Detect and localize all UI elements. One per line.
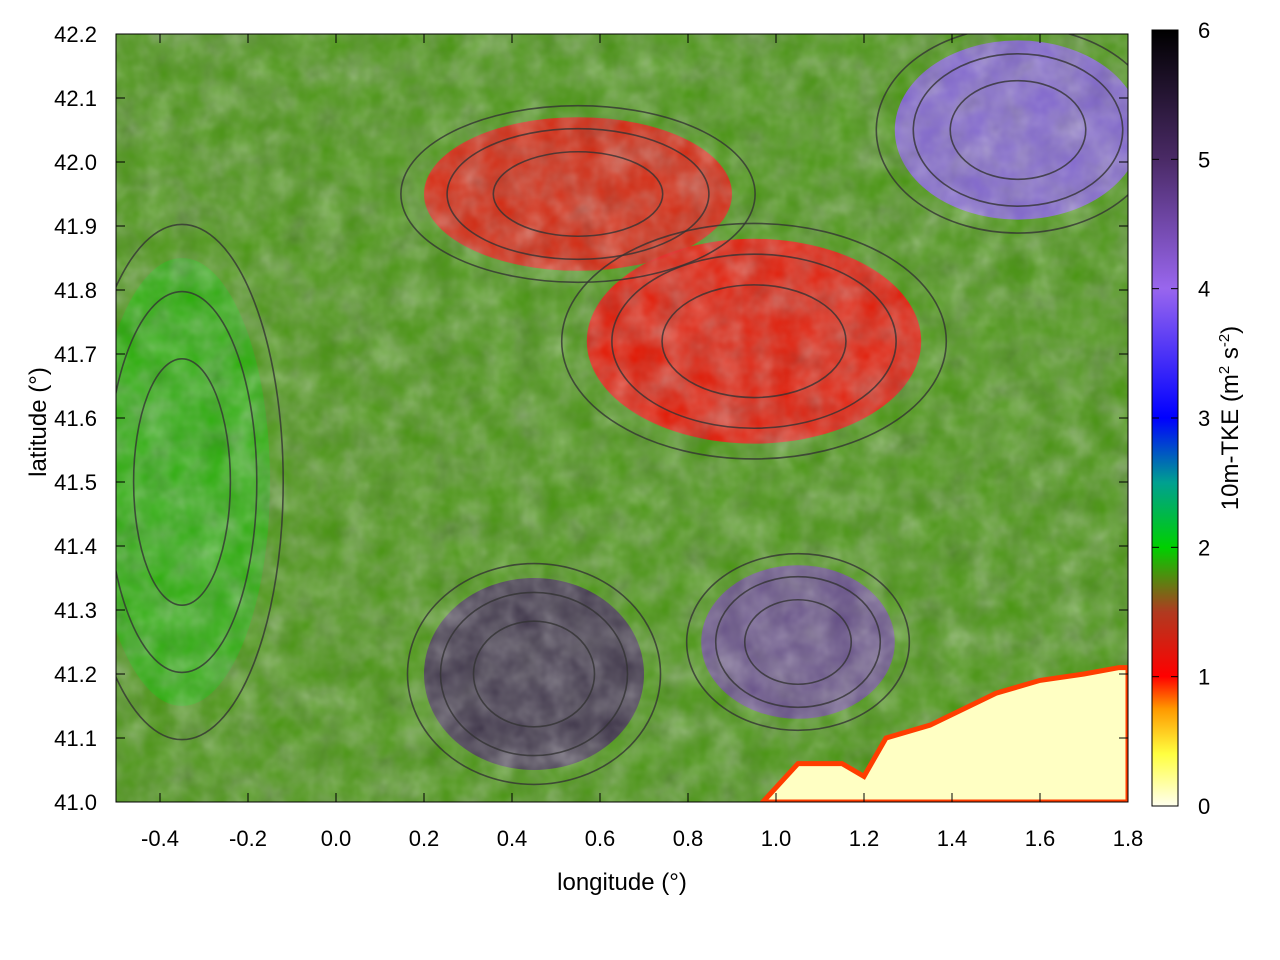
contour-line — [661, 284, 847, 399]
plot-area — [115, 33, 1129, 803]
contour-line — [949, 79, 1087, 181]
contour-line — [472, 620, 596, 728]
y-tick-label: 41.5 — [54, 470, 97, 495]
y-tick-label: 41.3 — [54, 598, 97, 623]
x-axis-label: longitude (°) — [557, 869, 687, 896]
colorbar-tick-label: 2 — [1198, 535, 1210, 560]
colorbar-label-sup1: 2 — [1216, 366, 1233, 374]
contour-line — [116, 223, 284, 741]
colorbar-tick-label: 4 — [1198, 277, 1210, 302]
y-tick-label: 41.2 — [54, 662, 97, 687]
colorbar-tick-label: 6 — [1198, 18, 1210, 43]
y-tick-label: 41.7 — [54, 342, 97, 367]
y-axis-label: latitude (°) — [25, 367, 52, 477]
contour-line — [406, 562, 662, 786]
y-tick-label: 42.0 — [54, 150, 97, 175]
contour-line — [116, 290, 258, 674]
x-tick-label: 1.2 — [849, 826, 880, 851]
colorbar-label-main: 10m-TKE (m — [1217, 374, 1244, 510]
contour-line — [132, 357, 232, 606]
field-texture — [116, 34, 1128, 802]
colorbar-tick-label: 3 — [1198, 406, 1210, 431]
y-tick-label: 42.1 — [54, 86, 97, 111]
y-tick-label: 41.9 — [54, 214, 97, 239]
x-tick-label: -0.2 — [229, 826, 267, 851]
contour-line — [446, 127, 710, 261]
x-tick-label: 1.4 — [937, 826, 968, 851]
contour-line — [439, 591, 629, 757]
tke-field — [116, 34, 1128, 802]
x-tick-label: 0.0 — [321, 826, 352, 851]
colorbar-tick-label: 1 — [1198, 665, 1210, 690]
colorbar-tick-label: 0 — [1198, 794, 1210, 819]
x-tick-label: 1.8 — [1113, 826, 1144, 851]
y-axis-ticks: 41.0 41.1 41.2 41.3 41.4 41.5 41.6 41.7 41.8 41.9… — [54, 22, 1128, 815]
x-axis-ticks: -0.4 -0.2 0.0 0.2 0.4 0.6 0.8 1.0 1.2 1.4 1.6 1.8 — [141, 34, 1143, 851]
x-tick-label: 1.6 — [1025, 826, 1056, 851]
x-tick-label: 0.8 — [673, 826, 704, 851]
x-tick-label: -0.4 — [141, 826, 179, 851]
contour-line — [912, 53, 1124, 207]
sea-region — [759, 665, 1128, 802]
y-tick-label: 41.1 — [54, 726, 97, 751]
y-tick-label: 41.4 — [54, 534, 97, 559]
colorbar-label-sup2: -2 — [1216, 334, 1233, 347]
colorbar-tick-label: 5 — [1198, 147, 1210, 172]
colorbar-ticks: 0 1 2 3 4 5 6 — [1152, 18, 1210, 819]
y-tick-label: 41.6 — [54, 406, 97, 431]
x-tick-label: 0.2 — [409, 826, 440, 851]
contour-line — [611, 253, 897, 430]
colorbar-label-mid: s — [1217, 347, 1244, 366]
contour-line — [685, 552, 911, 732]
contour-line — [875, 34, 1128, 234]
terrain-contours — [116, 34, 1128, 786]
contour-line — [492, 150, 664, 238]
x-tick-label: 1.0 — [761, 826, 792, 851]
contour-line — [743, 598, 853, 686]
colorbar-label-end: ) — [1217, 326, 1244, 334]
contour-line — [714, 575, 882, 709]
y-tick-label: 41.0 — [54, 790, 97, 815]
contour-line — [560, 222, 948, 460]
x-tick-label: 0.4 — [497, 826, 528, 851]
colorbar-label: 10m-TKE (m2 s-2) — [1216, 326, 1244, 510]
y-tick-label: 42.2 — [54, 22, 97, 47]
x-tick-label: 0.6 — [585, 826, 616, 851]
contour-line — [400, 104, 756, 284]
y-tick-label: 41.8 — [54, 278, 97, 303]
